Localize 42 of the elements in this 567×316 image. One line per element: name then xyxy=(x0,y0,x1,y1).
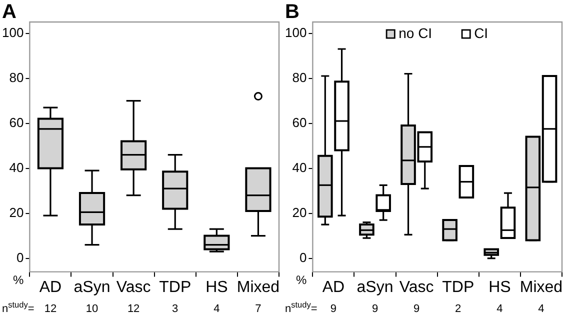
x-tick-label: AD xyxy=(39,278,62,296)
chart-title: A xyxy=(2,1,16,23)
y-tick-label: 0 xyxy=(299,250,307,265)
text: 10 xyxy=(86,303,98,315)
y-axis-title: % xyxy=(296,272,308,287)
x-tick-label: aSyn xyxy=(356,278,394,296)
y-tick-label: 80 xyxy=(9,70,24,85)
y-tick-label: 0 xyxy=(16,250,24,265)
y-tick-label: 60 xyxy=(9,114,24,130)
y-tick-label: 20 xyxy=(9,204,24,220)
text: 9 xyxy=(330,303,337,315)
x-tick-label: TDP xyxy=(159,278,192,296)
text: 7 xyxy=(255,303,262,315)
legend-label: CI xyxy=(474,24,488,41)
y-tick-label: 60 xyxy=(292,114,307,130)
legend-label: no CI xyxy=(398,24,432,41)
text: 9 xyxy=(414,303,420,315)
text: 4 xyxy=(214,303,220,315)
x-tick-label: Vasc xyxy=(399,278,434,296)
y-tick-label: 100 xyxy=(284,24,307,40)
x-tick-label: Mixed xyxy=(236,278,280,296)
text: 12 xyxy=(44,303,57,315)
x-tick-label: aSyn xyxy=(74,278,110,296)
text: 4 xyxy=(538,303,544,315)
x-tick-label: Vasc xyxy=(116,278,151,296)
text: 12 xyxy=(127,303,140,315)
y-axis-title: % xyxy=(13,272,24,287)
y-tick-label: 100 xyxy=(2,24,24,40)
y-tick-label: 20 xyxy=(292,204,307,220)
text: 4 xyxy=(496,303,503,315)
text: 2 xyxy=(455,303,462,315)
text: 3 xyxy=(172,303,178,315)
x-tick-label: HS xyxy=(206,278,228,296)
y-tick-label: 80 xyxy=(292,70,307,85)
y-tick-label: 40 xyxy=(292,160,307,175)
x-tick-label: TDP xyxy=(442,278,474,296)
chart-title: B xyxy=(285,1,300,23)
x-tick-label: HS xyxy=(488,278,511,296)
text: 9 xyxy=(372,303,378,315)
x-tick-label: Mixed xyxy=(520,278,563,296)
y-tick-label: 40 xyxy=(9,160,24,175)
x-tick-label: AD xyxy=(322,278,345,296)
